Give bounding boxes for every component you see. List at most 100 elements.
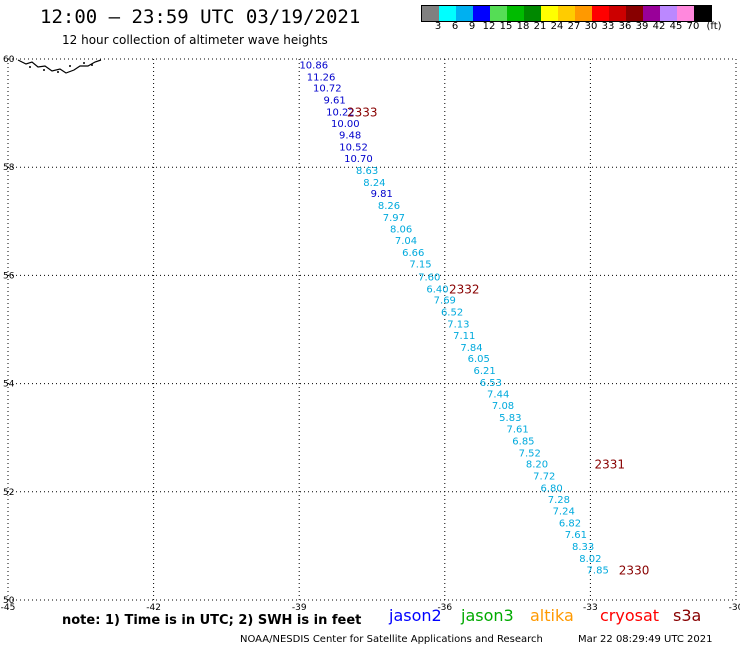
- coastline-island: [83, 62, 85, 64]
- color-scale-label: 36: [618, 21, 632, 32]
- wave-height-label: 7.97: [383, 213, 405, 224]
- x-tick-label: -33: [583, 603, 598, 613]
- color-scale-label: 70: [686, 21, 700, 32]
- x-tick-label: -42: [146, 603, 161, 613]
- wave-height-label: 7.24: [553, 507, 575, 518]
- legend-altika: altika: [530, 606, 574, 625]
- wave-height-label: 6.80: [540, 483, 562, 494]
- y-tick-label: 60: [3, 55, 15, 65]
- wave-height-label: 5.83: [499, 413, 521, 424]
- y-tick-label: 58: [3, 163, 15, 173]
- wave-height-label: 6.40: [426, 284, 448, 295]
- wave-height-label: 8.63: [356, 166, 378, 177]
- wave-height-label: 6.53: [480, 378, 502, 389]
- color-scale-label: 12: [482, 21, 496, 32]
- wave-height-label: 8.24: [363, 178, 385, 189]
- wave-height-label: 10.86: [299, 60, 328, 71]
- wave-height-label: 7.04: [395, 236, 417, 247]
- wave-height-label: 7.52: [519, 448, 541, 459]
- color-swatch-1: [439, 6, 456, 21]
- generated-timestamp: Mar 22 08:29:49 UTC 2021: [578, 634, 713, 645]
- wave-height-label: 7.61: [506, 425, 528, 436]
- color-scale-label: 24: [550, 21, 564, 32]
- wave-height-label: 7.44: [487, 389, 509, 400]
- color-scale-label: (ft): [706, 21, 722, 32]
- wave-height-label: 7.61: [565, 530, 587, 541]
- wave-height-label: 11.26: [307, 72, 336, 83]
- color-scale-labels: 3 6 9 12 15 18 21 24 27 30 33 36 39 42 45 70 (ft): [421, 21, 740, 35]
- color-scale-label: 42: [652, 21, 666, 32]
- coastline-island: [57, 71, 59, 73]
- wave-height-label: 8.02: [579, 554, 601, 565]
- color-swatch-8: [558, 6, 575, 21]
- wave-height-label: 9.48: [339, 131, 361, 142]
- wave-height-label: 10.70: [344, 154, 373, 165]
- wave-height-label: 8.26: [378, 201, 400, 212]
- wave-height-label: 7.84: [460, 343, 482, 354]
- wave-height-label: 9.61: [323, 96, 345, 107]
- color-scale-label: 6: [451, 21, 459, 32]
- color-swatch-11: [609, 6, 626, 21]
- color-swatch-3: [473, 6, 490, 21]
- color-swatch-12: [626, 6, 643, 21]
- wave-height-label: 8.06: [390, 224, 412, 235]
- color-scale-bar: [421, 5, 712, 22]
- wave-height-label: 7.28: [548, 495, 570, 506]
- coastline-island: [43, 69, 45, 71]
- color-scale-label: 27: [567, 21, 581, 32]
- pass-time-label: 2331: [595, 458, 626, 472]
- map-subtitle: 12 hour collection of altimeter wave hei…: [62, 33, 328, 47]
- x-tick-label: -39: [292, 603, 307, 613]
- color-swatch-16: [694, 6, 711, 21]
- wave-height-label: 8.33: [572, 542, 594, 553]
- pass-time-label: 2330: [619, 564, 650, 578]
- coastline-island: [91, 64, 93, 66]
- x-tick-label: -36: [437, 603, 452, 613]
- wave-height-label: 7.85: [587, 566, 609, 577]
- y-tick-label: 54: [3, 380, 15, 390]
- color-scale-label: 45: [669, 21, 683, 32]
- color-scale-label: 21: [533, 21, 547, 32]
- wave-height-label: 6.85: [512, 436, 534, 447]
- legend-cryosat: cryosat: [600, 606, 660, 625]
- wave-height-label: 7.60: [418, 272, 440, 283]
- color-swatch-5: [507, 6, 524, 21]
- color-scale-label: 15: [499, 21, 513, 32]
- wave-height-label: 7.15: [409, 259, 431, 270]
- color-swatch-6: [524, 6, 541, 21]
- color-scale-label: 30: [584, 21, 598, 32]
- wave-height-label: 6.66: [402, 248, 424, 259]
- coastline-island: [69, 65, 71, 67]
- coastline: [17, 59, 102, 74]
- color-scale-label: 3: [434, 21, 442, 32]
- color-scale-label: 39: [635, 21, 649, 32]
- legend-s3a: s3a: [673, 606, 702, 625]
- wave-height-label: 7.72: [533, 472, 555, 483]
- y-tick-label: 50: [3, 596, 15, 606]
- color-swatch-2: [456, 6, 473, 21]
- wave-height-label: 10.22: [326, 107, 355, 118]
- wave-height-label: 6.21: [473, 366, 495, 377]
- color-scale-label: 33: [601, 21, 615, 32]
- color-swatch-15: [677, 6, 694, 21]
- wave-height-label: 10.52: [339, 143, 368, 154]
- legend-jason3: jason3: [461, 606, 514, 625]
- y-tick-label: 52: [3, 488, 14, 498]
- credit-line: NOAA/NESDIS Center for Satellite Applica…: [240, 634, 543, 645]
- color-scale-label: 9: [468, 21, 476, 32]
- map-title: 12:00 – 23:59 UTC 03/19/2021: [40, 6, 361, 28]
- wave-height-label: 9.81: [371, 189, 393, 200]
- wave-height-label: 8.20: [526, 460, 548, 471]
- color-swatch-10: [592, 6, 609, 21]
- wave-height-label: 7.69: [434, 296, 456, 307]
- wave-height-label: 6.82: [559, 519, 581, 530]
- y-tick-label: 56: [3, 271, 15, 281]
- color-swatch-7: [541, 6, 558, 21]
- color-swatch-9: [575, 6, 592, 21]
- pass-time-label: 2332: [449, 282, 480, 296]
- pass-time-label: 2333: [347, 105, 378, 119]
- color-swatch-13: [643, 6, 660, 21]
- color-scale-label: 18: [516, 21, 530, 32]
- wave-height-label: 7.11: [453, 331, 475, 342]
